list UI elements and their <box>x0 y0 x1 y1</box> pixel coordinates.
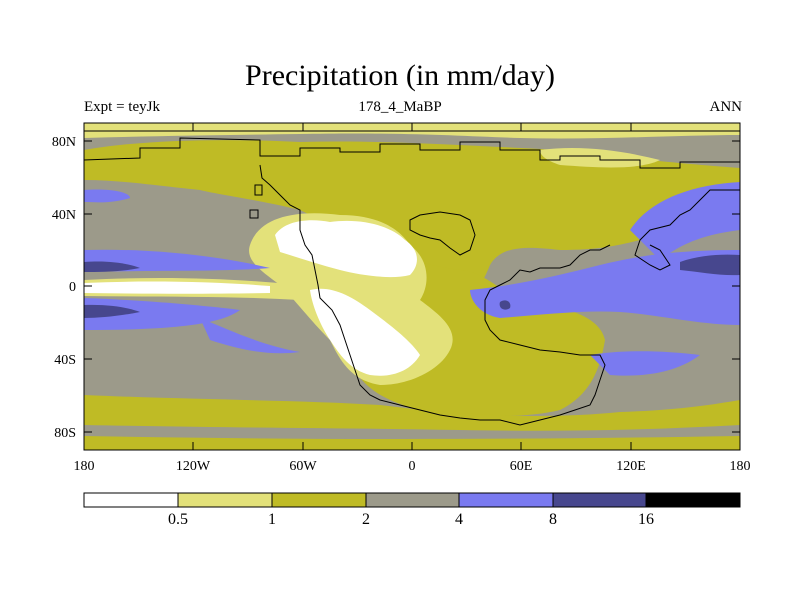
x-tick-label: 120W <box>176 459 211 474</box>
colorbar-label: 1 <box>268 511 276 528</box>
colorbar-label: 4 <box>455 511 463 528</box>
land-north <box>84 140 740 300</box>
dry-core-north <box>275 220 417 278</box>
wet-nw <box>84 189 130 203</box>
x-tick-label: 0 <box>409 459 416 474</box>
wet-south-pacific <box>200 318 300 354</box>
colorbar-swatch <box>177 492 273 508</box>
vwet-spot <box>499 300 511 310</box>
colorbar-swatch <box>458 492 554 508</box>
y-tick-label: 40S <box>54 353 76 368</box>
x-tick-label: 120E <box>616 459 646 474</box>
colorbar-swatch <box>83 492 179 508</box>
period-label: 178_4_MaBP <box>358 99 442 115</box>
x-tick-label: 180 <box>74 459 95 474</box>
dry-core-south <box>310 288 420 376</box>
wet-tropical-south <box>84 298 240 330</box>
precip-field <box>84 123 740 450</box>
colorbar-swatch <box>645 492 741 508</box>
y-tick-label: 0 <box>69 280 76 295</box>
experiment-label: Expt = teyJk <box>84 99 160 115</box>
map-title: Precipitation (in mm/day) <box>245 59 555 92</box>
south-band <box>84 395 740 431</box>
colorbar-label: 2 <box>362 511 370 528</box>
y-axis <box>84 140 740 433</box>
wet-southeast <box>590 351 700 376</box>
colorbar-label: 0.5 <box>168 511 188 528</box>
y-tick-label: 40N <box>52 208 76 223</box>
x-axis <box>83 123 741 450</box>
x-tick-label: 60E <box>510 459 533 474</box>
x-tick-label: 180 <box>730 459 751 474</box>
equatorial-white-band <box>84 281 270 294</box>
colorbar: 0.5 1 2 4 8 16 <box>83 492 741 528</box>
colorbar-swatch <box>365 492 460 508</box>
y-tick-label: 80S <box>54 426 76 441</box>
y-tick-label: 80N <box>52 135 76 150</box>
vwet-south <box>84 304 140 318</box>
colorbar-label: 8 <box>549 511 557 528</box>
coastline <box>84 137 740 426</box>
colorbar-swatch <box>552 492 647 508</box>
x-tick-label: 60W <box>289 459 317 474</box>
wet-east <box>470 250 740 325</box>
vwet-north <box>84 261 140 272</box>
wet-east-arc <box>630 182 740 260</box>
vwet-east <box>680 254 740 276</box>
colorbar-label: 16 <box>638 511 654 528</box>
season-label: ANN <box>709 99 743 115</box>
colorbar-swatch <box>271 492 367 508</box>
